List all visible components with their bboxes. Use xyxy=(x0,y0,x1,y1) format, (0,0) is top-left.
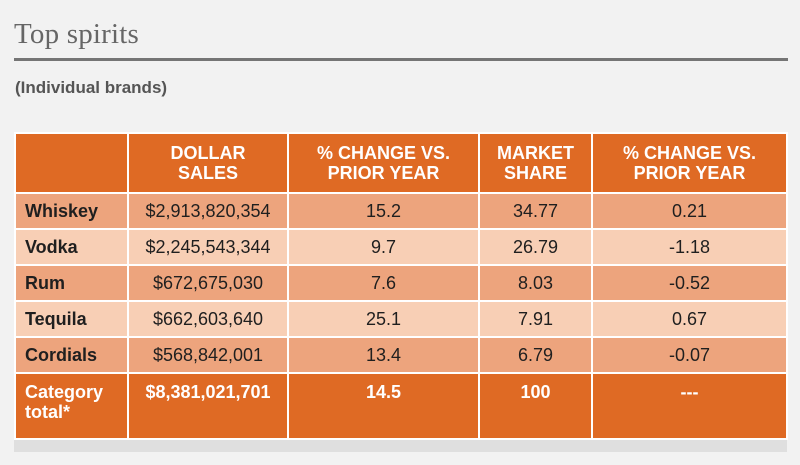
table-cell: 9.7 xyxy=(287,228,480,266)
table-cell: $672,675,030 xyxy=(127,264,289,302)
total-cell: 14.5 xyxy=(287,372,480,440)
column-header: MARKET SHARE xyxy=(478,132,593,194)
table-cell: 13.4 xyxy=(287,336,480,374)
column-header: DOLLAR SALES xyxy=(127,132,289,194)
total-row: Category total* $8,381,021,701 14.5 100 --- xyxy=(14,372,788,440)
total-cell: $8,381,021,701 xyxy=(127,372,289,440)
total-cell: --- xyxy=(591,372,788,440)
table-cell: 26.79 xyxy=(478,228,593,266)
spirits-table: DOLLAR SALES% CHANGE VS. PRIOR YEAR MARKET S… xyxy=(14,132,788,440)
total-label-line: total* xyxy=(25,402,70,422)
table-cell: 7.6 xyxy=(287,264,480,302)
table-cell: $662,603,640 xyxy=(127,300,289,338)
page-title: Top spirits xyxy=(14,18,140,50)
column-header-line: DOLLAR xyxy=(170,143,246,163)
table-cell: 25.1 xyxy=(287,300,480,338)
table-row: Rum $672,675,030 7.6 8.03 -0.52 xyxy=(14,264,788,302)
column-header-line: % CHANGE VS. xyxy=(316,143,451,163)
row-label: Rum xyxy=(14,264,129,302)
table-body: Whiskey $2,913,820,354 15.2 34.77 0.21 Vodka $… xyxy=(14,192,788,440)
table-cell: -0.07 xyxy=(591,336,788,374)
table-row: Tequila $662,603,640 25.1 7.91 0.67 xyxy=(14,300,788,338)
title-divider xyxy=(14,58,788,61)
header-row: DOLLAR SALES% CHANGE VS. PRIOR YEAR MARKET S… xyxy=(14,132,788,194)
table-cell: $568,842,001 xyxy=(127,336,289,374)
table-row: Vodka $2,245,543,344 9.7 26.79 -1.18 xyxy=(14,228,788,266)
row-label: Whiskey xyxy=(14,192,129,230)
table-cell: 6.79 xyxy=(478,336,593,374)
table-cell: 8.03 xyxy=(478,264,593,302)
column-header: % CHANGE VS. PRIOR YEAR xyxy=(287,132,480,194)
total-cell: 100 xyxy=(478,372,593,440)
row-label: Cordials xyxy=(14,336,129,374)
table-cell: -1.18 xyxy=(591,228,788,266)
total-row-label: Category total* xyxy=(14,372,129,440)
table-cell: 34.77 xyxy=(478,192,593,230)
table-cell: 7.91 xyxy=(478,300,593,338)
table-cell: 15.2 xyxy=(287,192,480,230)
table-container: DOLLAR SALES% CHANGE VS. PRIOR YEAR MARKET S… xyxy=(14,132,788,452)
row-label: Tequila xyxy=(14,300,129,338)
column-header-line: PRIOR YEAR xyxy=(327,163,440,183)
table-cell: $2,245,543,344 xyxy=(127,228,289,266)
column-header-line: PRIOR YEAR xyxy=(633,163,746,183)
column-header-line: MARKET xyxy=(497,143,574,163)
table-cell: -0.52 xyxy=(591,264,788,302)
table-cell: $2,913,820,354 xyxy=(127,192,289,230)
total-label-line: Category xyxy=(25,382,104,402)
page-subtitle: (Individual brands) xyxy=(15,78,168,97)
column-header-line: SALES xyxy=(177,163,238,183)
header-corner-cell xyxy=(14,132,129,194)
column-header-line: SHARE xyxy=(503,163,567,183)
table-row: Whiskey $2,913,820,354 15.2 34.77 0.21 xyxy=(14,192,788,230)
table-row: Cordials $568,842,001 13.4 6.79 -0.07 xyxy=(14,336,788,374)
column-header: % CHANGE VS. PRIOR YEAR xyxy=(591,132,788,194)
table-cell: 0.21 xyxy=(591,192,788,230)
column-header-line: % CHANGE VS. xyxy=(622,143,757,163)
table-cell: 0.67 xyxy=(591,300,788,338)
row-label: Vodka xyxy=(14,228,129,266)
